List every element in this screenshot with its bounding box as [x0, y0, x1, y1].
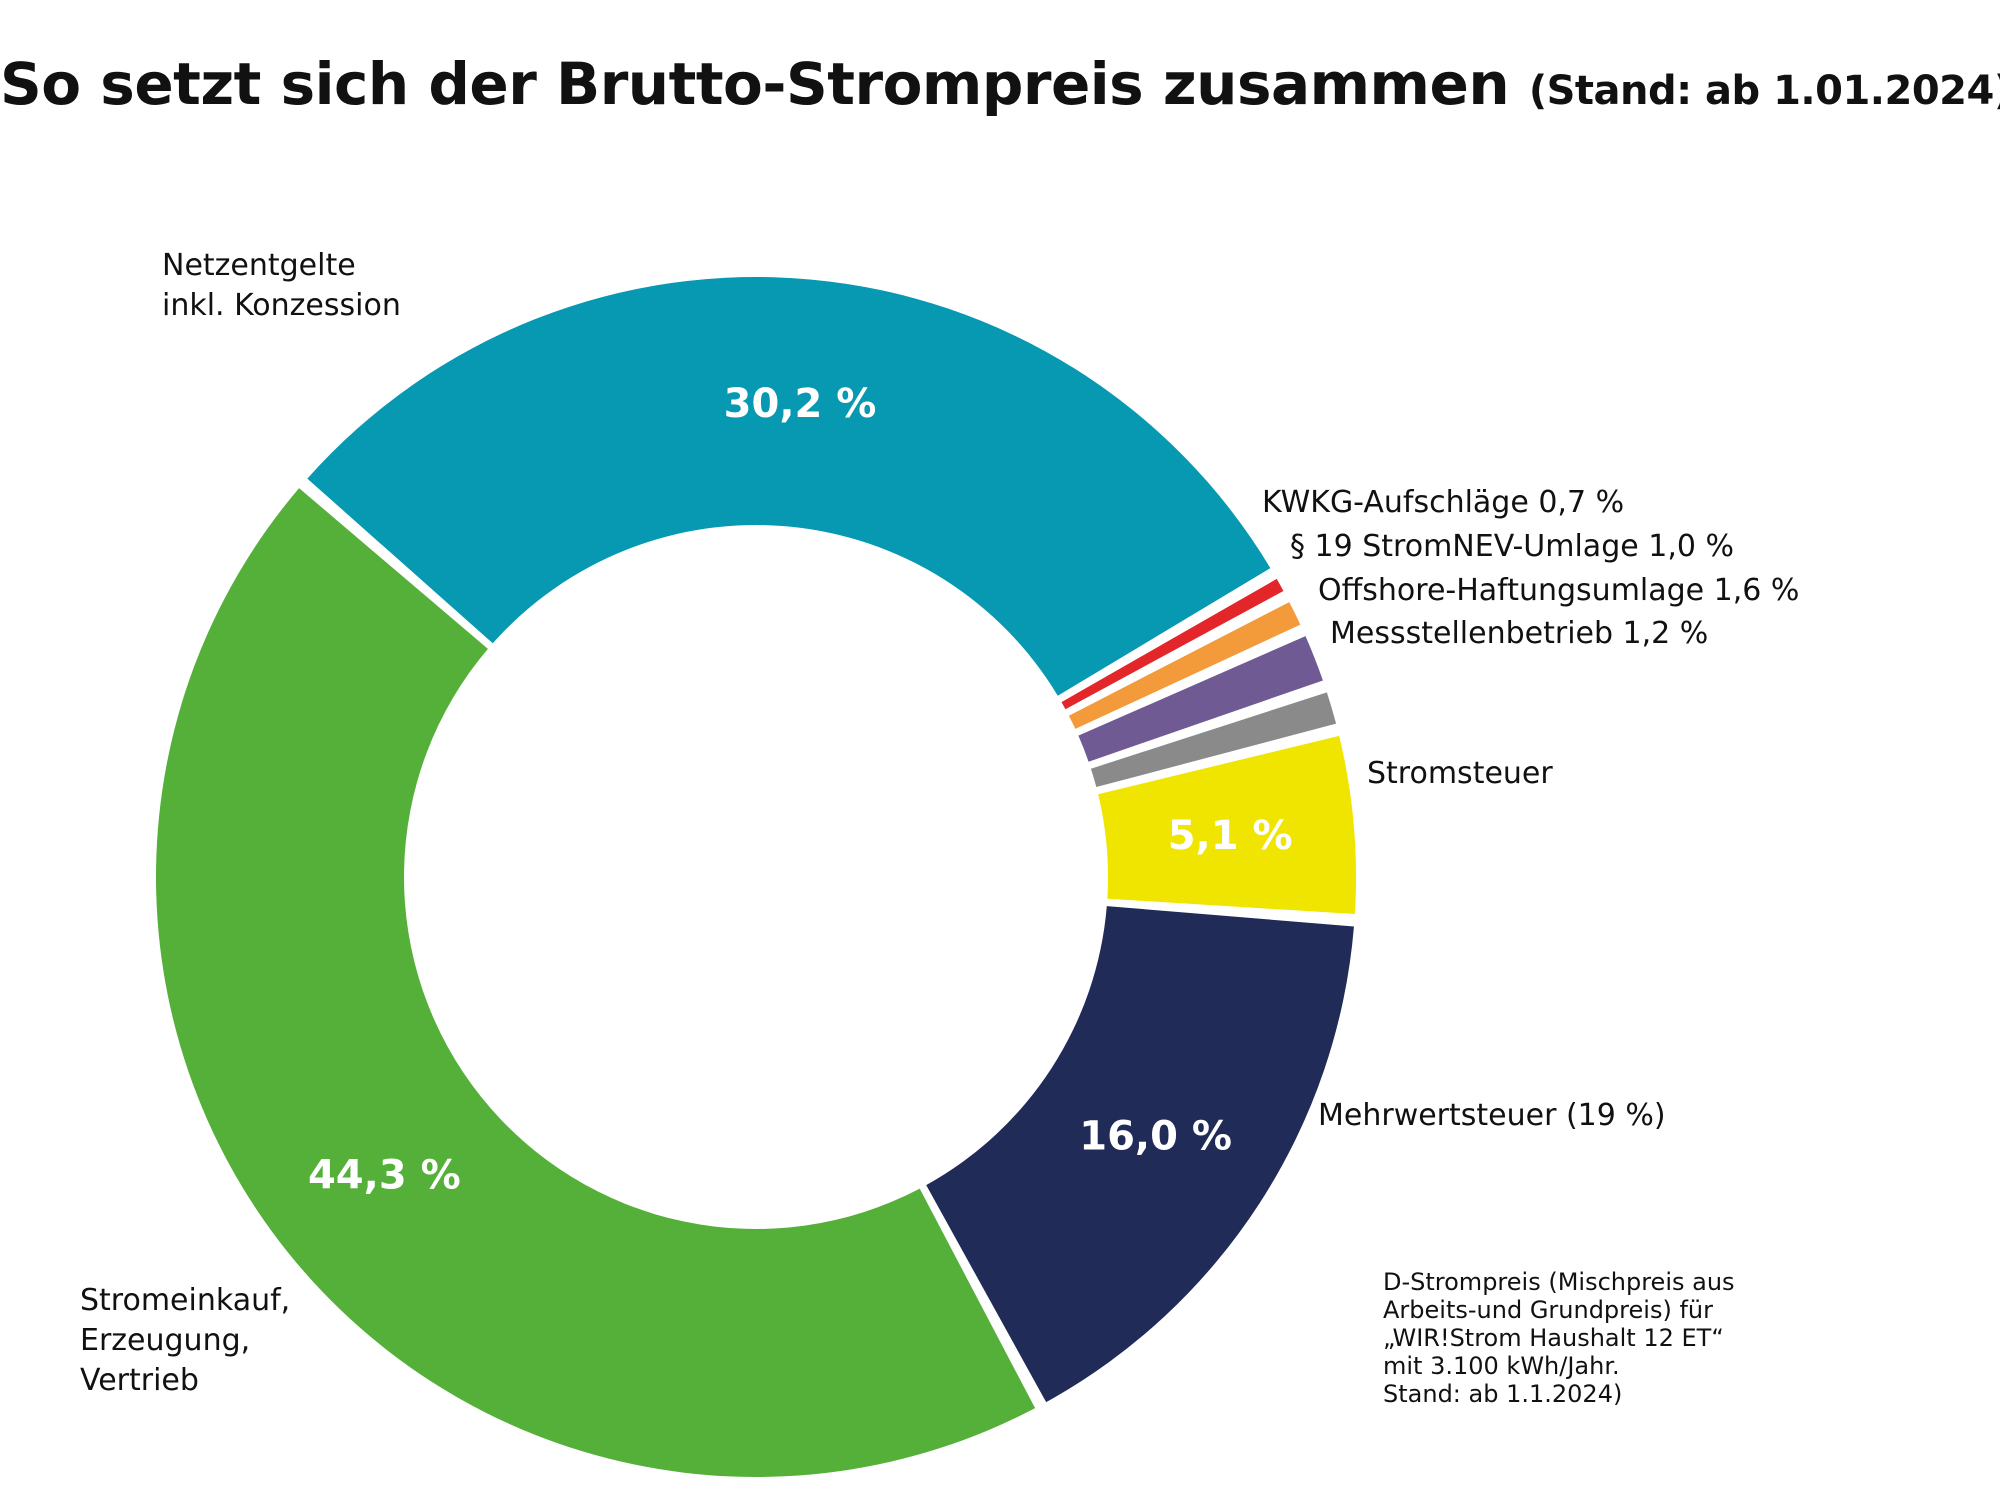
category-label-4: Offshore-Haftungsumlage 1,6 % — [1318, 573, 1799, 608]
slice-8 — [155, 488, 1036, 1478]
category-label-8: Erzeugung, — [80, 1323, 250, 1358]
slice-5 — [1090, 692, 1337, 788]
slice-2 — [1061, 578, 1284, 710]
footnote-line: Stand: ab 1.1.2024) — [1383, 1380, 1623, 1408]
donut-slices — [155, 276, 1357, 1478]
value-label-6: 5,1 % — [1168, 813, 1293, 859]
chart-title-main: So setzt sich der Brutto-Strompreis zusa… — [0, 50, 1510, 118]
category-label-8: Vertrieb — [80, 1363, 199, 1398]
category-label-8: Stromeinkauf, — [80, 1283, 290, 1318]
slice-1 — [307, 276, 1271, 696]
category-label-6: Stromsteuer — [1367, 756, 1553, 791]
footnote-line: mit 3.100 kWh/Jahr. — [1383, 1352, 1620, 1380]
category-label-1: Netzentgelte — [162, 248, 356, 283]
footnote-line: Arbeits-und Grundpreis) für — [1383, 1296, 1713, 1324]
footnote: D-Strompreis (Mischpreis aus Arbeits-und… — [1383, 1268, 1803, 1408]
value-label-7: 16,0 % — [1079, 1114, 1232, 1160]
slice-6 — [1098, 735, 1357, 915]
value-labels: 30,2 % 5,1 % 16,0 % 44,3 % — [308, 381, 1293, 1198]
category-label-2: KWKG-Aufschläge 0,7 % — [1262, 485, 1624, 520]
slice-7 — [926, 906, 1354, 1403]
chart-title: So setzt sich der Brutto-Strompreis zusa… — [0, 50, 2000, 118]
category-label-1: inkl. Konzession — [162, 288, 401, 323]
value-label-1: 30,2 % — [724, 381, 877, 427]
value-label-8: 44,3 % — [308, 1152, 461, 1198]
footnote-line: „WIR!Strom Haushalt 12 ET“ — [1383, 1324, 1724, 1352]
category-label-5: Messstellenbetrieb 1,2 % — [1330, 616, 1708, 651]
category-labels: Netzentgelte inkl. Konzession KWKG-Aufschl… — [80, 248, 1799, 1398]
slice-3 — [1068, 602, 1301, 729]
chart-title-sub: (Stand: ab 1.01.2024) — [1528, 68, 2000, 114]
slice-4 — [1078, 636, 1323, 762]
footnote-line: D-Strompreis (Mischpreis aus — [1383, 1268, 1735, 1296]
category-label-7: Mehrwertsteuer (19 %) — [1318, 1098, 1666, 1133]
category-label-3: § 19 StromNEV-Umlage 1,0 % — [1290, 529, 1734, 564]
